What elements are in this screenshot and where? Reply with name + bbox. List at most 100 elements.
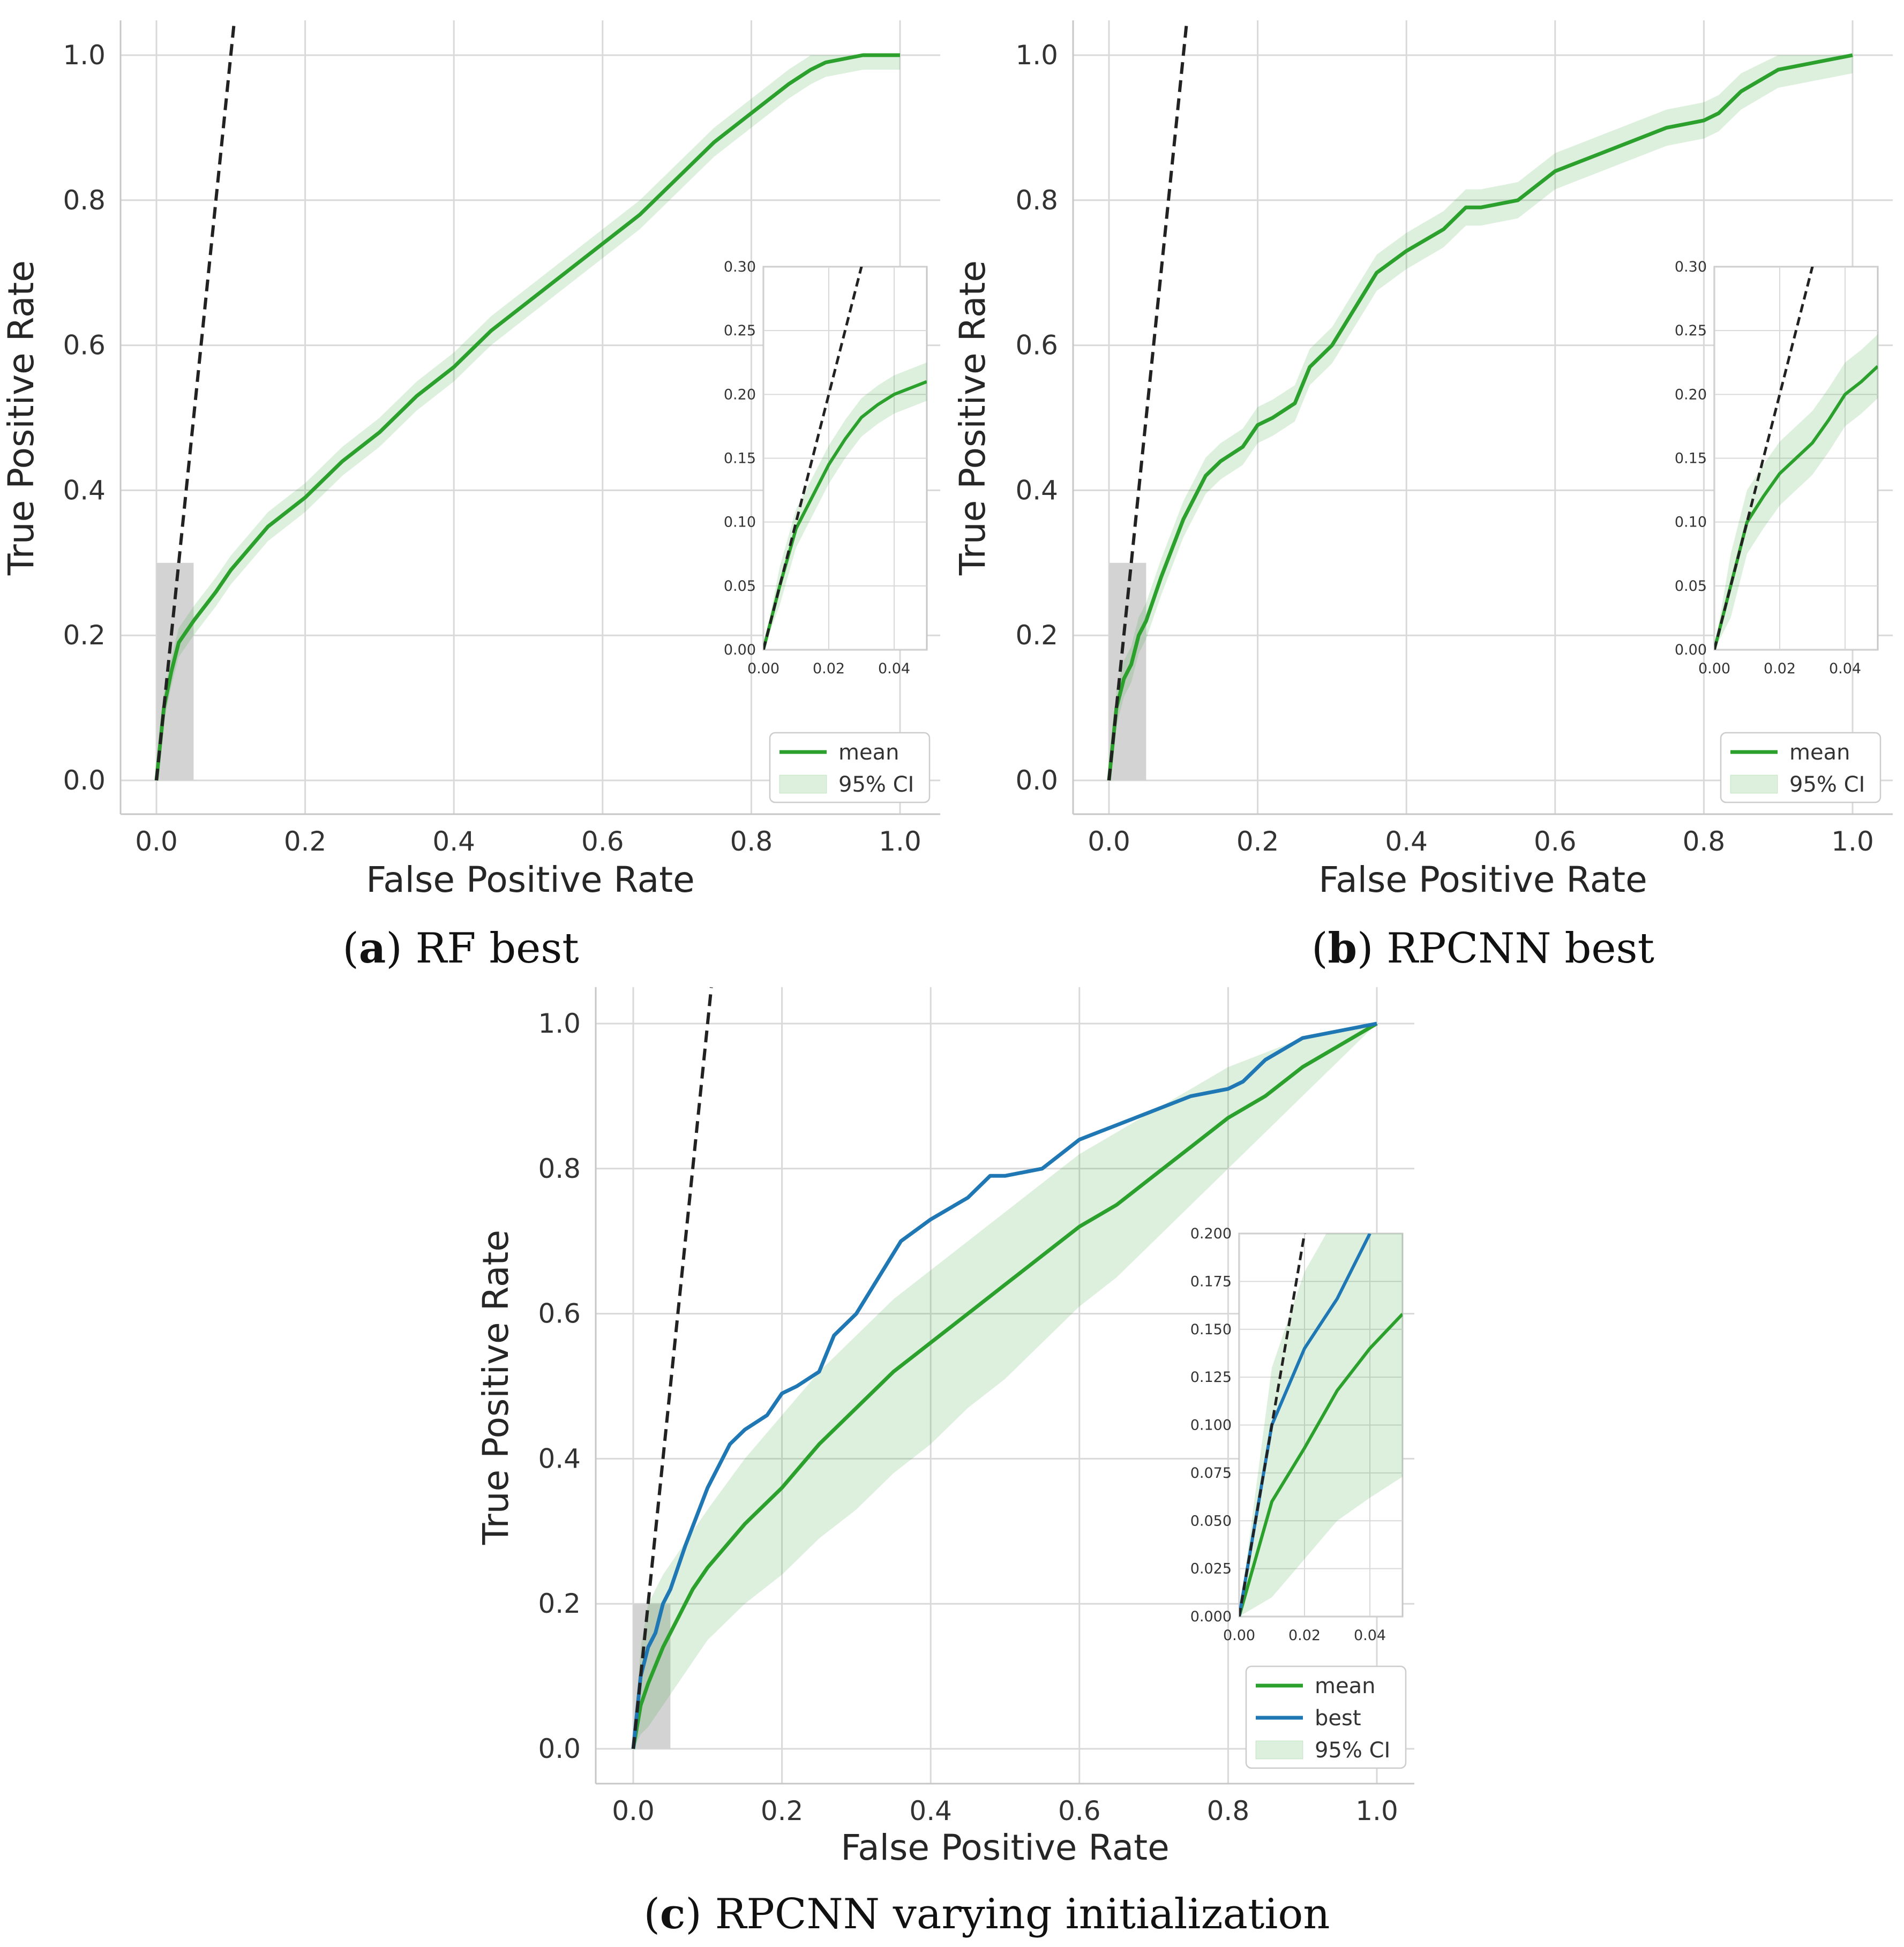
y-tick-label: 0.8 [63, 185, 106, 216]
y-tick-label: 1.0 [63, 40, 106, 71]
x-tick-label: 0.6 [581, 826, 624, 857]
legend-label: mean [1789, 740, 1850, 765]
caption-letter: c [660, 1890, 686, 1938]
inset-y-tick-label: 0.050 [1190, 1513, 1232, 1529]
panel-c-roc-rpcnn-varying-init: 0.0 0.2 0.4 0.6 0.8 1.0 0.0 0.2 0.4 0.6 0.8 1.0 Fals… [475, 987, 1414, 1938]
inset-x-tick-label: 0.04 [1829, 660, 1861, 677]
mean-line [154, 53, 900, 781]
panel-caption: (b) RPCNN best [1311, 924, 1654, 973]
inset-reference-line [1239, 1234, 1306, 1617]
caption-text: RPCNN best [1386, 924, 1654, 973]
caption-paren-close: ) [1357, 924, 1386, 973]
inset-x-tick-label: 0.00 [1223, 1627, 1255, 1644]
legend-label: best [1315, 1706, 1361, 1731]
y-tick-label: 0.0 [63, 765, 106, 796]
inset-reference-line [1714, 267, 1814, 650]
legend-swatch-ci [1255, 1740, 1303, 1760]
caption-text: RPCNN varying initialization [715, 1890, 1330, 1938]
ci-band [633, 1024, 1377, 1749]
legend-swatch-ci [1730, 775, 1778, 794]
reference-line [1107, 20, 1189, 781]
inset-y-tick-label: 0.075 [1190, 1465, 1232, 1482]
x-axis-label: False Positive Rate [366, 859, 694, 900]
legend: mean 95% CI [769, 732, 931, 803]
inset-y-tick-label: 0.20 [724, 386, 756, 403]
y-tick-label: 0.4 [1015, 475, 1058, 506]
inset-y-tick-label: 0.00 [724, 642, 756, 658]
y-tick-label: 0.6 [538, 1298, 581, 1329]
inset-y-tick-label: 0.15 [724, 450, 756, 467]
inset-y-tick-label: 0.25 [724, 322, 756, 339]
inset-y-tick-label: 0.20 [1675, 386, 1707, 403]
x-tick-label: 0.8 [730, 826, 773, 857]
x-tick-label: 0.0 [1088, 826, 1130, 857]
inset-plot [1239, 1234, 1403, 1617]
inset: 0.00 0.05 0.10 0.15 0.20 0.25 0.30 0.00 0.02 0.04 [724, 259, 928, 677]
inset-ci-band [1239, 1234, 1403, 1617]
inset-ci-band [763, 362, 927, 650]
x-tick-label: 1.0 [879, 826, 921, 857]
inset-x-tick-label: 0.04 [878, 660, 910, 677]
inset-y-tick-label: 0.025 [1190, 1561, 1232, 1577]
inset-y-tick-label: 0.100 [1190, 1417, 1232, 1434]
x-tick-label: 0.0 [135, 826, 178, 857]
inset-y-tick-label: 0.30 [724, 259, 756, 275]
legend-label: 95% CI [1789, 772, 1865, 797]
inset-plot [1714, 267, 1878, 650]
x-axis-label: False Positive Rate [841, 1827, 1169, 1868]
inset: 0.00 0.05 0.10 0.15 0.20 0.25 0.30 0.00 0.02 0.04 [1675, 259, 1879, 677]
mean-line [1107, 53, 1853, 781]
inset-y-tick-label: 0.200 [1190, 1226, 1232, 1242]
panel-b-roc-rpcnn-best: 0.0 0.2 0.4 0.6 0.8 1.0 0.0 0.2 0.4 0.6 0.8 1.0 Fals… [952, 20, 1893, 973]
caption-letter: a [359, 924, 386, 973]
plot-area [154, 20, 900, 781]
inset-y-tick-label: 0.00 [1675, 642, 1707, 658]
x-tick-label: 0.6 [1058, 1795, 1101, 1826]
reference-line [155, 20, 236, 781]
caption-text: RF best [416, 924, 579, 973]
y-axis-label: True Positive Rate [1, 260, 42, 576]
y-tick-label: 0.2 [63, 620, 106, 651]
inset-x-tick-label: 0.02 [813, 660, 845, 677]
x-tick-label: 0.4 [432, 826, 475, 857]
x-tick-label: 0.4 [1385, 826, 1428, 857]
inset-mean-line [763, 380, 927, 650]
x-tick-label: 0.0 [612, 1795, 655, 1826]
y-tick-label: 1.0 [538, 1008, 581, 1039]
x-tick-label: 0.4 [909, 1795, 952, 1826]
caption-paren-close: ) [386, 924, 415, 973]
y-tick-label: 0.8 [538, 1153, 581, 1184]
legend: mean best 95% CI [1245, 1665, 1407, 1769]
y-tick-label: 1.0 [1015, 40, 1058, 71]
inset-x-tick-label: 0.00 [1698, 660, 1730, 677]
inset-y-tick-label: 0.15 [1675, 450, 1707, 467]
inset-y-tick-label: 0.25 [1675, 322, 1707, 339]
y-axis-label: True Positive Rate [475, 1230, 516, 1545]
caption-paren-open: ( [342, 924, 358, 973]
inset-y-tick-label: 0.10 [1675, 514, 1707, 531]
inset-x-tick-label: 0.02 [1288, 1627, 1321, 1644]
x-tick-label: 0.8 [1683, 826, 1726, 857]
y-tick-label: 0.8 [1015, 185, 1058, 216]
inset-x-tick-label: 0.04 [1354, 1627, 1386, 1644]
inset-plot [763, 267, 927, 650]
inset-y-tick-label: 0.175 [1190, 1273, 1232, 1290]
plot-area [631, 987, 1378, 1749]
inset-y-tick-label: 0.30 [1675, 259, 1707, 275]
x-tick-label: 0.8 [1207, 1795, 1250, 1826]
inset: 0.000 0.025 0.050 0.075 0.100 0.125 0.150 0.175… [1190, 1226, 1404, 1644]
inset-y-tick-label: 0.150 [1190, 1321, 1232, 1338]
panel-caption: (c) RPCNN varying initialization [643, 1890, 1330, 1938]
mean-line [631, 1021, 1378, 1749]
y-tick-label: 0.6 [63, 330, 106, 361]
y-tick-label: 0.2 [538, 1588, 581, 1619]
legend-frame [1245, 1665, 1407, 1769]
legend-swatch-ci [779, 775, 827, 794]
panel-a-roc-rf-best: 0.0 0.2 0.4 0.6 0.8 1.0 0.0 0.2 0.4 0.6 0.8 1.0 Fals… [1, 20, 940, 973]
inset-y-tick-label: 0.10 [724, 514, 756, 531]
inset-x-tick-label: 0.00 [747, 660, 779, 677]
legend-label: 95% CI [1315, 1738, 1390, 1763]
x-tick-label: 1.0 [1831, 826, 1874, 857]
legend-label: mean [838, 740, 899, 765]
